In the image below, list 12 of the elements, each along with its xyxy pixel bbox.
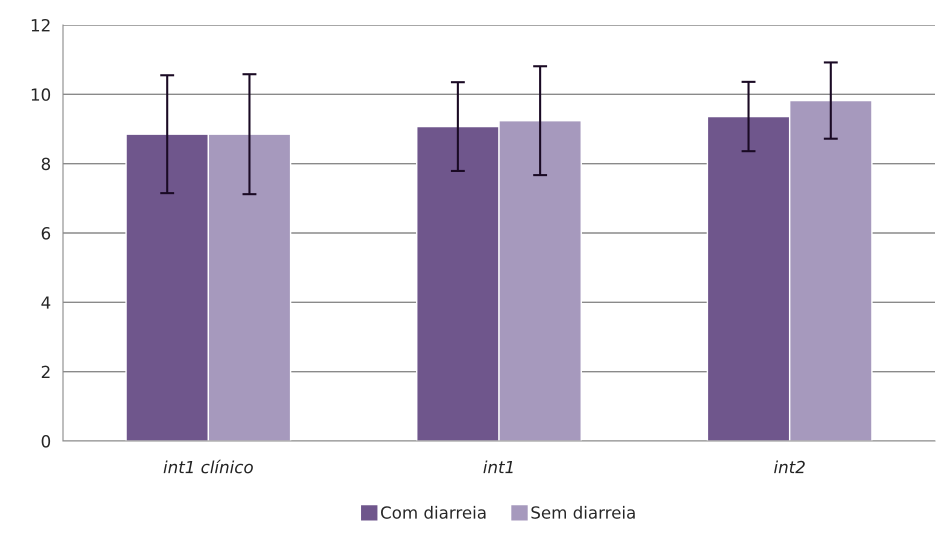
x-tick-label: int2	[774, 460, 805, 474]
x-tick-label: int1	[483, 460, 513, 474]
y-tick-label: 8	[42, 158, 50, 170]
y-tick-label: 10	[32, 88, 50, 101]
legend-label: Sem diarreia	[531, 506, 635, 519]
legend-label: Com diarreia	[381, 506, 486, 519]
x-tick-label: int1 clínico	[164, 460, 253, 474]
y-tick-label: 2	[42, 366, 50, 378]
y-tick-label: 0	[42, 434, 50, 448]
y-tick-label: 12	[32, 18, 50, 32]
y-tick-label: 6	[42, 226, 50, 240]
y-tick-label: 4	[41, 296, 50, 309]
